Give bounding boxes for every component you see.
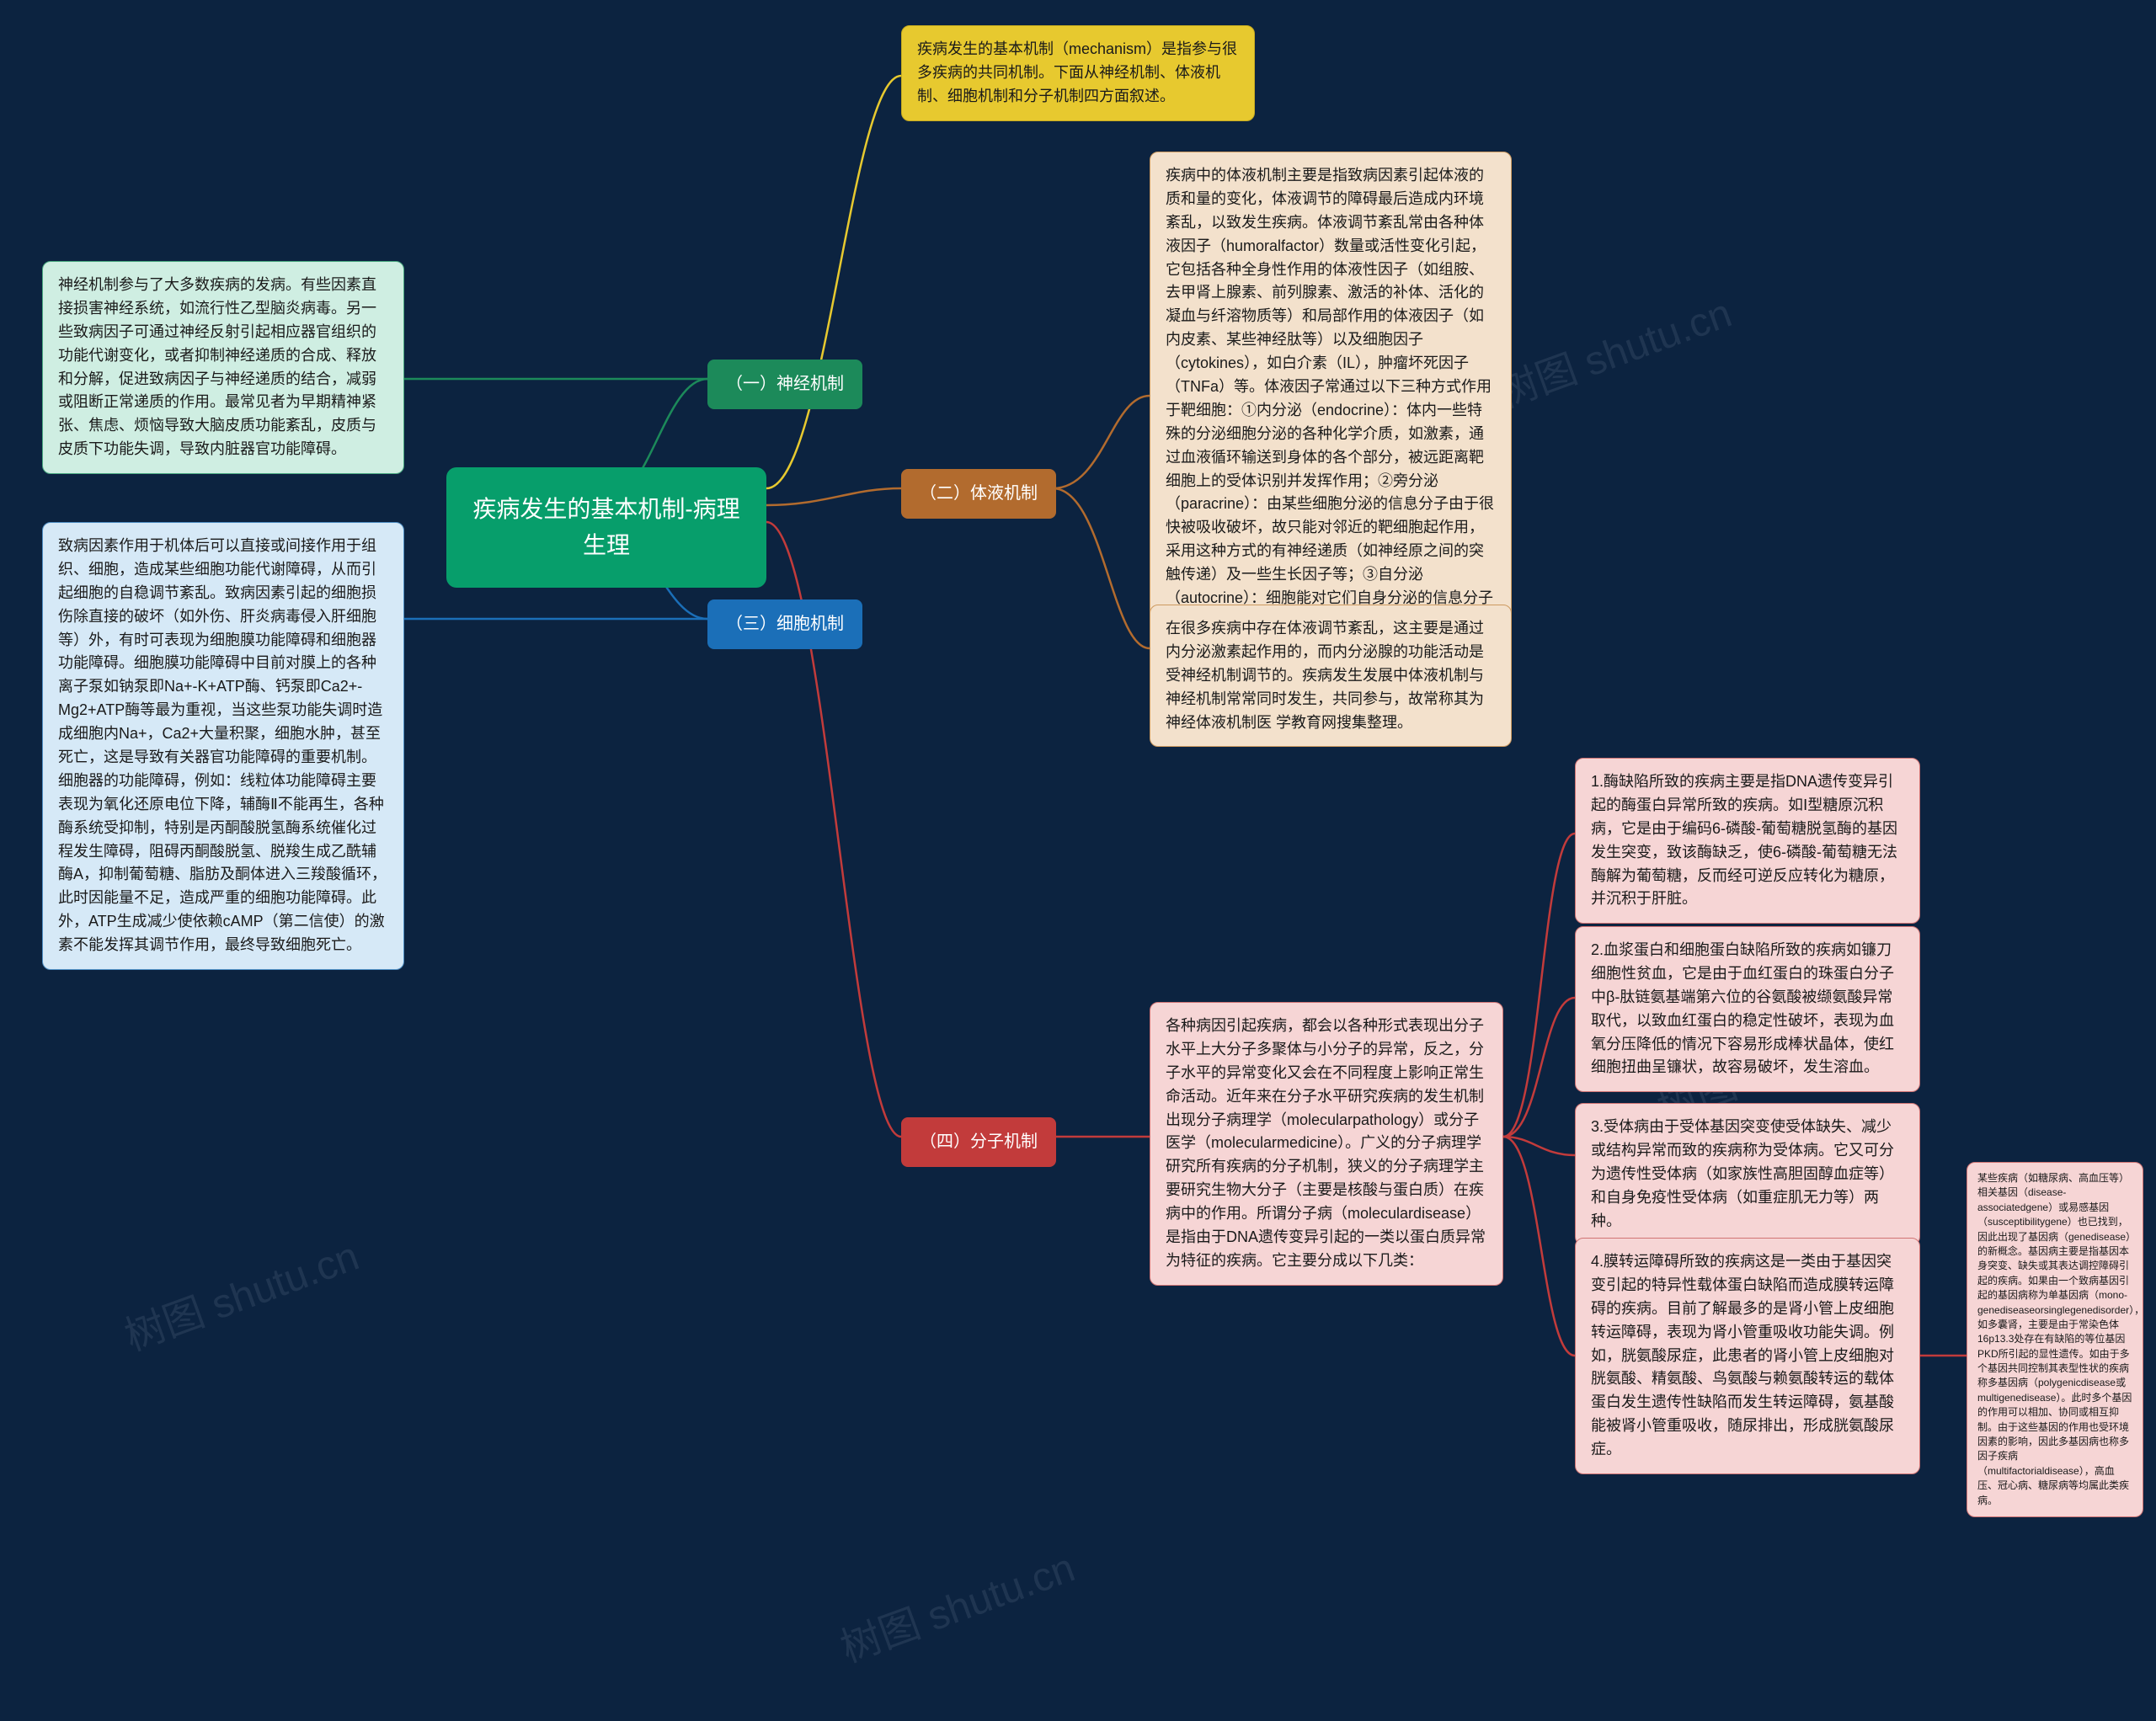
leaf-humoral-2-text: 在很多疾病中存在体液调节紊乱，这主要是通过内分泌激素起作用的，而内分泌腺的功能活…	[1166, 620, 1484, 731]
leaf-molecular-3-text: 3.受体病由于受体基因突变使受体缺失、减少或结构异常而致的疾病称为受体病。它又可…	[1591, 1118, 1894, 1229]
intro-text: 疾病发生的基本机制（mechanism）是指参与很多疾病的共同机制。下面从神经机…	[917, 40, 1237, 104]
leaf-molecular-4-text: 4.膜转运障碍所致的疾病这是一类由于基因突变引起的特异性载体蛋白缺陷而造成膜转运…	[1591, 1253, 1894, 1457]
leaf-neural-1-text: 神经机制参与了大多数疾病的发病。有些因素直接损害神经系统，如流行性乙型脑炎病毒。…	[58, 276, 376, 457]
branch-humoral[interactable]: （二）体液机制	[901, 469, 1056, 519]
branch-humoral-label: （二）体液机制	[920, 484, 1038, 503]
leaf-neural-1[interactable]: 神经机制参与了大多数疾病的发病。有些因素直接损害神经系统，如流行性乙型脑炎病毒。…	[42, 261, 404, 474]
leaf-molecular-2[interactable]: 2.血浆蛋白和细胞蛋白缺陷所致的疾病如镰刀细胞性贫血，它是由于血红蛋白的珠蛋白分…	[1575, 926, 1920, 1092]
watermark: 树图 shutu.cn	[115, 1223, 366, 1361]
leaf-molecular-main[interactable]: 各种病因引起疾病，都会以各种形式表现出分子水平上大分子多聚体与小分子的异常，反之…	[1150, 1002, 1503, 1286]
leaf-humoral-1[interactable]: 疾病中的体液机制主要是指致病因素引起体液的质和量的变化，体液调节的障碍最后造成内…	[1150, 152, 1512, 670]
watermark: 树图 shutu.cn	[831, 1534, 1081, 1673]
central-topic[interactable]: 疾病发生的基本机制-病理生理	[446, 467, 766, 588]
central-label: 疾病发生的基本机制-病理生理	[472, 496, 739, 558]
leaf-molecular-1[interactable]: 1.酶缺陷所致的疾病主要是指DNA遗传变异引起的酶蛋白异常所致的疾病。如Ⅰ型糖原…	[1575, 758, 1920, 924]
leaf-humoral-2[interactable]: 在很多疾病中存在体液调节紊乱，这主要是通过内分泌激素起作用的，而内分泌腺的功能活…	[1150, 605, 1512, 747]
branch-molecular[interactable]: （四）分子机制	[901, 1117, 1056, 1167]
leaf-cell-1-text: 致病因素作用于机体后可以直接或间接作用于组织、细胞，造成某些细胞功能代谢障碍，从…	[58, 537, 387, 953]
branch-molecular-label: （四）分子机制	[920, 1132, 1038, 1151]
watermark: 树图 shutu.cn	[1488, 280, 1738, 418]
intro-note[interactable]: 疾病发生的基本机制（mechanism）是指参与很多疾病的共同机制。下面从神经机…	[901, 25, 1255, 121]
leaf-humoral-1-text: 疾病中的体液机制主要是指致病因素引起体液的质和量的变化，体液调节的障碍最后造成内…	[1166, 167, 1494, 653]
branch-neural[interactable]: （一）神经机制	[707, 360, 862, 409]
branch-cell[interactable]: （三）细胞机制	[707, 599, 862, 649]
leaf-molecular-main-text: 各种病因引起疾病，都会以各种形式表现出分子水平上大分子多聚体与小分子的异常，反之…	[1166, 1017, 1486, 1269]
leaf-cell-1[interactable]: 致病因素作用于机体后可以直接或间接作用于组织、细胞，造成某些细胞功能代谢障碍，从…	[42, 522, 404, 970]
leaf-molecular-1-text: 1.酶缺陷所致的疾病主要是指DNA遗传变异引起的酶蛋白异常所致的疾病。如Ⅰ型糖原…	[1591, 773, 1897, 907]
branch-cell-label: （三）细胞机制	[726, 615, 844, 633]
leaf-molecular-4-1[interactable]: 某些疾病（如糖尿病、高血压等）相关基因（disease-associatedge…	[1967, 1162, 2143, 1517]
leaf-molecular-4[interactable]: 4.膜转运障碍所致的疾病这是一类由于基因突变引起的特异性载体蛋白缺陷而造成膜转运…	[1575, 1238, 1920, 1474]
leaf-molecular-4-1-text: 某些疾病（如糖尿病、高血压等）相关基因（disease-associatedge…	[1977, 1172, 2144, 1506]
leaf-molecular-2-text: 2.血浆蛋白和细胞蛋白缺陷所致的疾病如镰刀细胞性贫血，它是由于血红蛋白的珠蛋白分…	[1591, 941, 1894, 1075]
branch-neural-label: （一）神经机制	[726, 375, 844, 393]
leaf-molecular-3[interactable]: 3.受体病由于受体基因突变使受体缺失、减少或结构异常而致的疾病称为受体病。它又可…	[1575, 1103, 1920, 1245]
